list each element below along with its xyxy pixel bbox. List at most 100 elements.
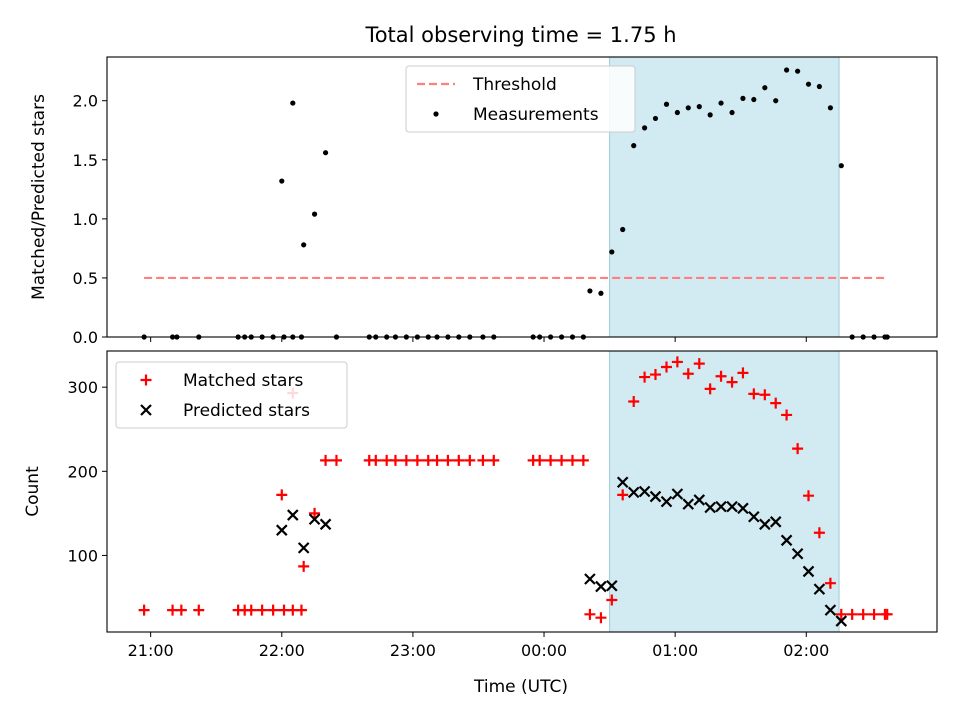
data-point	[816, 83, 822, 90]
data-point	[606, 579, 618, 592]
data-point	[309, 507, 321, 519]
axes-frame	[106, 350, 938, 633]
x-tick-label: 21:00	[128, 641, 174, 660]
data-point	[617, 489, 629, 501]
data-point	[256, 604, 268, 616]
data-point	[802, 565, 815, 578]
data-point	[715, 500, 727, 513]
x-tick-label: 02:00	[783, 641, 829, 660]
data-point	[762, 85, 768, 91]
data-point	[881, 608, 893, 620]
data-point	[320, 454, 332, 466]
data-point	[627, 486, 640, 499]
y-tick-label: 1.5	[73, 151, 98, 170]
legend-label: Threshold	[472, 75, 557, 95]
data-point	[488, 454, 500, 466]
data-point	[534, 454, 546, 466]
data-point	[660, 361, 672, 373]
data-point	[620, 226, 626, 233]
top-panel: 0.0 0.5 1.0 1.5 2.0 Matched/Predicted stars Th…	[29, 56, 938, 347]
data-point	[442, 454, 454, 466]
data-point	[857, 608, 869, 620]
observing-window-span	[609, 350, 840, 633]
data-point	[290, 100, 296, 106]
data-point	[370, 454, 382, 466]
data-point	[276, 524, 288, 536]
data-point	[737, 502, 749, 515]
data-point	[587, 288, 593, 294]
data-point	[780, 534, 793, 547]
y-tick-label: 0.5	[73, 269, 98, 288]
data-point	[577, 454, 589, 466]
axes-frame	[106, 56, 938, 338]
data-point	[595, 612, 607, 624]
data-point	[301, 242, 307, 248]
data-point	[566, 454, 578, 466]
data-point	[193, 604, 205, 616]
data-point	[682, 498, 695, 510]
legend-marker	[140, 374, 152, 386]
data-point	[751, 96, 757, 103]
data-point	[138, 604, 150, 616]
legend-label: Measurements	[473, 105, 599, 125]
data-point	[660, 495, 673, 508]
data-point	[671, 488, 684, 500]
data-point	[641, 125, 648, 131]
data-point	[704, 383, 716, 395]
legend-marker	[433, 111, 439, 117]
data-point	[696, 104, 702, 110]
data-point	[682, 368, 694, 380]
chart-title: Total observing time = 1.75 h	[364, 23, 676, 47]
y-tick-label: 1.0	[73, 210, 98, 229]
data-point	[737, 367, 749, 379]
x-axis-label: Time (UTC)	[473, 677, 568, 697]
data-point	[740, 95, 746, 101]
data-point	[652, 115, 659, 122]
bottom-panel: 100 200 300 21:00 22:00 23:00 00:00 01:00 02:00 C…	[23, 350, 938, 660]
data-point	[639, 371, 651, 383]
data-point	[718, 100, 724, 106]
data-point	[715, 370, 727, 382]
data-point	[295, 604, 307, 616]
data-point	[693, 358, 705, 370]
data-point	[279, 178, 285, 184]
data-point	[389, 454, 401, 466]
x-tick-label: 01:00	[652, 641, 698, 660]
data-point	[298, 560, 310, 572]
data-point	[795, 68, 801, 74]
y-tick-label: 200	[67, 462, 98, 481]
data-point	[791, 547, 804, 560]
legend-marker	[140, 404, 152, 416]
data-point	[748, 388, 760, 400]
y-axis-label: Matched/Predicted stars	[29, 94, 49, 300]
data-point	[663, 101, 670, 107]
data-point	[411, 454, 423, 466]
data-point	[287, 509, 299, 521]
data-point	[267, 604, 279, 616]
data-point	[726, 500, 738, 513]
data-point	[606, 594, 618, 606]
y-tick-label: 300	[67, 378, 98, 397]
data-point	[781, 409, 793, 421]
data-point	[628, 395, 640, 407]
x-tick-label: 23:00	[390, 641, 436, 660]
data-point	[759, 389, 771, 401]
data-point	[835, 608, 847, 620]
y-axis-label: Count	[23, 466, 43, 517]
data-point	[595, 580, 607, 593]
data-point	[453, 454, 465, 466]
data-point	[609, 249, 615, 255]
data-point	[813, 583, 826, 595]
data-point	[759, 518, 771, 531]
data-point	[784, 67, 790, 73]
x-tick-label: 00:00	[521, 641, 567, 660]
data-point	[707, 112, 713, 118]
data-point	[584, 608, 596, 620]
data-point	[773, 98, 779, 104]
data-point	[792, 443, 804, 455]
data-point	[803, 490, 815, 502]
data-point	[322, 150, 329, 156]
data-point	[245, 604, 257, 616]
data-point	[813, 527, 825, 539]
